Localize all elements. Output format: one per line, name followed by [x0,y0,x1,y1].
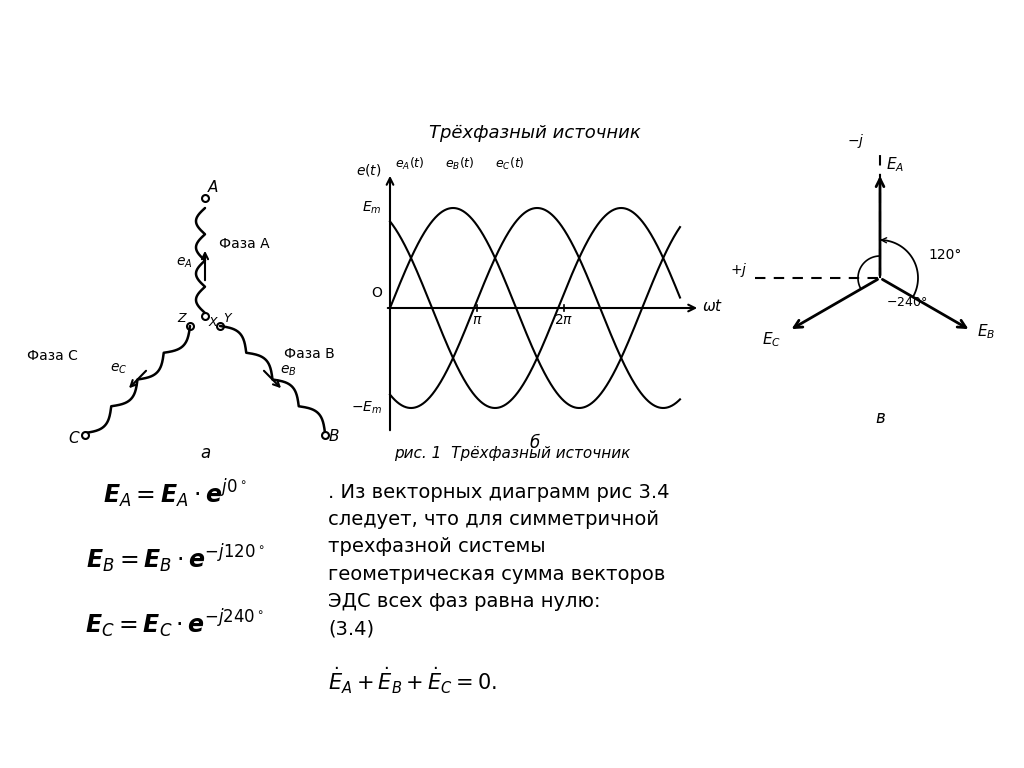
Text: C: C [69,431,79,446]
Text: $e_C$: $e_C$ [111,362,128,376]
Text: $\dot{E}_A + \dot{E}_B + \dot{E}_C = 0.$: $\dot{E}_A + \dot{E}_B + \dot{E}_C = 0.$ [328,666,497,696]
Text: $-240°$: $-240°$ [886,296,928,309]
Text: $E_B$: $E_B$ [977,323,995,341]
Text: $e(t)$: $e(t)$ [356,162,382,178]
Text: Y: Y [223,312,230,325]
Text: а: а [200,444,210,462]
Text: Трёхфазный источник: Трёхфазный источник [429,124,641,142]
Text: Z: Z [177,312,186,325]
Text: . Из векторных диаграмм рис 3.4
следует, что для симметричной
трехфазной системы: . Из векторных диаграмм рис 3.4 следует,… [328,483,670,638]
Text: Фаза B: Фаза B [285,346,335,360]
Text: Фаза A: Фаза A [219,237,269,251]
Text: $-E_m$: $-E_m$ [351,400,382,416]
Text: X: X [209,316,218,329]
Text: $E_A$: $E_A$ [886,155,904,174]
Text: A: A [208,180,218,195]
Text: 120°: 120° [928,248,962,262]
Text: $e_C(t)$: $e_C(t)$ [496,156,525,172]
Text: B: B [329,429,340,444]
Text: $-j$: $-j$ [847,132,864,150]
Text: $e_B(t)$: $e_B(t)$ [445,156,475,172]
Text: O: O [371,286,382,300]
Text: $e_B$: $e_B$ [281,363,297,378]
Text: $+j$: $+j$ [729,261,746,279]
Text: $\boldsymbol{E}_C = \boldsymbol{E}_C \cdot \boldsymbol{e}^{-j240^\circ}$: $\boldsymbol{E}_C = \boldsymbol{E}_C \cd… [85,607,264,640]
Text: $\pi$: $\pi$ [472,313,482,327]
Text: $E_C$: $E_C$ [762,330,781,349]
Text: Фаза C: Фаза C [27,349,78,362]
Text: $\omega t$: $\omega t$ [702,298,723,314]
Text: б: б [529,434,540,452]
Text: в: в [876,409,885,427]
Text: рис. 1  Трёхфазный источник: рис. 1 Трёхфазный источник [394,446,630,461]
Text: $\boldsymbol{E}_A = \boldsymbol{E}_A \cdot \boldsymbol{e}^{j0^\circ}$: $\boldsymbol{E}_A = \boldsymbol{E}_A \cd… [103,477,247,510]
Text: $e_A(t)$: $e_A(t)$ [395,156,425,172]
Text: $E_m$: $E_m$ [362,200,382,217]
Text: $\boldsymbol{E}_B = \boldsymbol{E}_B \cdot \boldsymbol{e}^{-j120^\circ}$: $\boldsymbol{E}_B = \boldsymbol{E}_B \cd… [86,542,264,575]
Text: $e_A$: $e_A$ [176,256,193,270]
Text: $2\pi$: $2\pi$ [554,313,573,327]
